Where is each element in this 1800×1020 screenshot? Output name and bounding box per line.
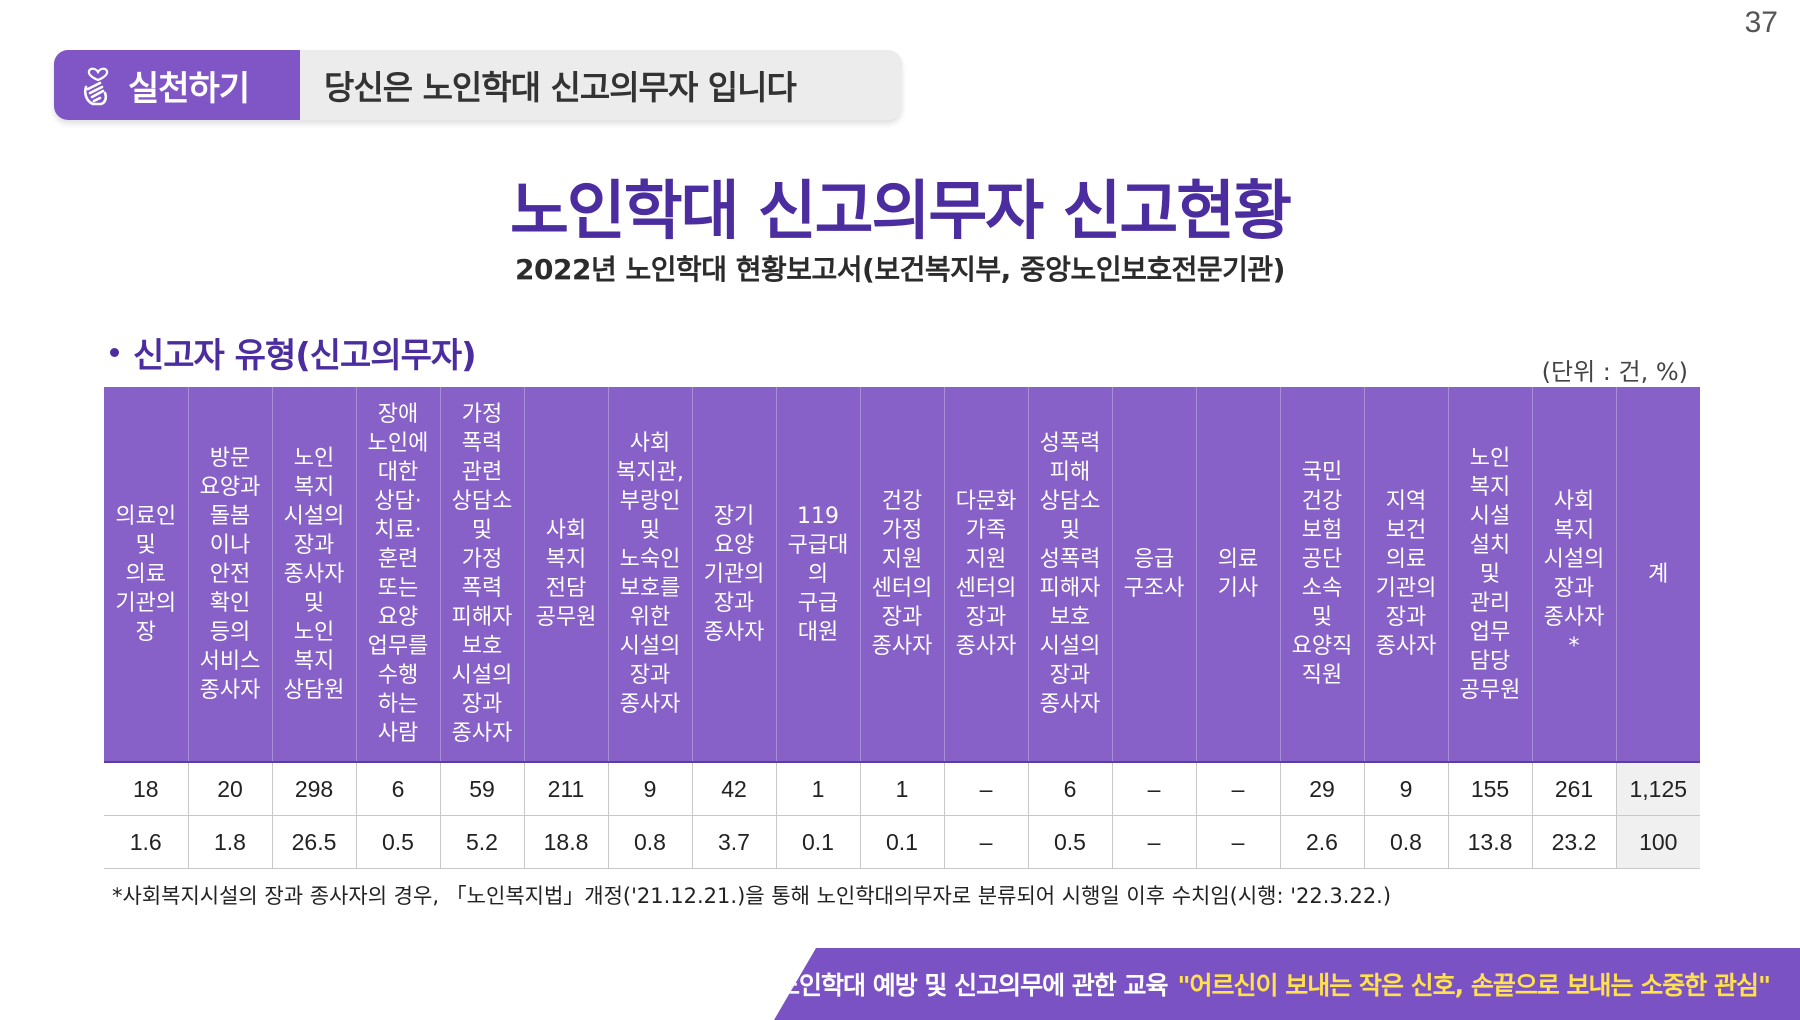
- count-cell: –: [1195, 761, 1281, 816]
- footer-banner: 노인학대 예방 및 신고의무에 관한 교육 "어르신이 보내는 작은 신호, 손…: [774, 948, 1800, 1020]
- count-cell: –: [1111, 761, 1197, 816]
- column-header: 다문화 가족 지원 센터의 장과 종사자: [943, 387, 1029, 762]
- percent-cell: 2.6: [1279, 815, 1365, 869]
- percent-cell: 13.8: [1447, 815, 1533, 869]
- count-cell: 59: [439, 761, 525, 816]
- percent-cell: 26.5: [271, 815, 357, 869]
- percent-cell: –: [1195, 815, 1281, 869]
- column-header: 지역 보건 의료 기관의 장과 종사자: [1363, 387, 1449, 762]
- count-cell: 1: [859, 761, 945, 816]
- count-cell: 155: [1447, 761, 1533, 816]
- count-cell: 9: [607, 761, 693, 816]
- count-cell: 29: [1279, 761, 1365, 816]
- count-cell: 298: [271, 761, 357, 816]
- heart-hand-icon: [76, 63, 120, 107]
- percent-cell: 23.2: [1531, 815, 1617, 869]
- column-header: 의료 기사: [1195, 387, 1281, 762]
- column-header: 사회 복지관, 부랑인 및 노숙인 보호를 위한 시설의 장과 종사자: [607, 387, 693, 762]
- footnote: *사회복지시설의 장과 종사자의 경우, 「노인복지법」개정('21.12.21…: [112, 884, 1392, 908]
- header-text: 당신은 노인학대 신고의무자 입니다: [324, 68, 797, 107]
- column-header: 장애 노인에 대한 상담· 치료· 훈련 또는 요양 업무를 수행 하는 사람: [355, 387, 441, 762]
- count-cell: 1: [775, 761, 861, 816]
- column-header: 사회 복지 전담 공무원: [523, 387, 609, 762]
- unit-note: (단위 : 건, %): [1541, 358, 1688, 386]
- count-cell: 20: [187, 761, 273, 816]
- page-title: 노인학대 신고의무자 신고현황: [509, 175, 1292, 249]
- footer-main-text: 노인학대 예방 및 신고의무에 관한 교육: [776, 971, 1169, 1000]
- percent-cell: 18.8: [523, 815, 609, 869]
- bullet-dot: [110, 348, 119, 357]
- percent-cell: –: [1111, 815, 1197, 869]
- percent-cell: 0.8: [607, 815, 693, 869]
- section-header: 실천하기 당신은 노인학대 신고의무자 입니다: [54, 50, 902, 120]
- reporter-type-table: 의료인 및 의료 기관의 장 방문 요양과 돌봄 이나 안전 확인 등의 서비스 …: [104, 387, 1700, 869]
- column-header: 119 구급대 의 구급 대원: [775, 387, 861, 762]
- footer-quote: "어르신이 보내는 작은 신호, 손끝으로 보내는 소중한 관심": [1177, 971, 1771, 1000]
- count-cell: 1,125: [1615, 761, 1700, 816]
- percent-cell: 5.2: [439, 815, 525, 869]
- table-row-percents: 1.6 1.8 26.5 0.5 5.2 18.8 0.8 3.7 0.1 0.1–0.5– –2.…: [104, 815, 1700, 869]
- column-header: 의료인 및 의료 기관의 장: [104, 387, 189, 762]
- column-header: 성폭력 피해 상담소 및 성폭력 피해자 보호 시설의 장과 종사자: [1027, 387, 1113, 762]
- percent-cell: –: [943, 815, 1029, 869]
- column-header: 계: [1615, 387, 1700, 762]
- section-heading-text: 신고자 유형(신고의무자): [133, 336, 477, 376]
- percent-cell: 100: [1615, 815, 1700, 869]
- count-cell: –: [943, 761, 1029, 816]
- practice-badge: 실천하기: [54, 50, 300, 120]
- column-header: 응급 구조사: [1111, 387, 1197, 762]
- count-cell: 211: [523, 761, 609, 816]
- percent-cell: 3.7: [691, 815, 777, 869]
- badge-label: 실천하기: [128, 68, 250, 109]
- count-cell: 42: [691, 761, 777, 816]
- column-header: 노인 복지 시설 설치 및 관리 업무 담당 공무원: [1447, 387, 1533, 762]
- source-line: 2022년 노인학대 현황보고서(보건복지부, 중앙노인보호전문기관): [515, 253, 1285, 286]
- count-cell: 18: [104, 761, 189, 816]
- table-header-row: 의료인 및 의료 기관의 장 방문 요양과 돌봄 이나 안전 확인 등의 서비스 …: [104, 387, 1700, 762]
- count-cell: 9: [1363, 761, 1449, 816]
- column-header: 건강 가정 지원 센터의 장과 종사자: [859, 387, 945, 762]
- column-header: 노인 복지 시설의 장과 종사자 및 노인 복지 상담원: [271, 387, 357, 762]
- column-header: 장기 요양 기관의 장과 종사자: [691, 387, 777, 762]
- count-cell: 261: [1531, 761, 1617, 816]
- table-row-counts: 18 20 298 6 59 211 9 42 1 1–6– –29 9 155 261 1,125: [104, 761, 1700, 816]
- section-heading: 신고자 유형(신고의무자): [110, 328, 477, 377]
- percent-cell: 1.8: [187, 815, 273, 869]
- column-header: 국민 건강 보험 공단 소속 및 요양직 직원: [1279, 387, 1365, 762]
- column-header: 방문 요양과 돌봄 이나 안전 확인 등의 서비스 종사자: [187, 387, 273, 762]
- count-cell: 6: [355, 761, 441, 816]
- page-number: 37: [1744, 6, 1778, 39]
- count-cell: 6: [1027, 761, 1113, 816]
- percent-cell: 0.1: [859, 815, 945, 869]
- percent-cell: 0.5: [1027, 815, 1113, 869]
- percent-cell: 1.6: [104, 815, 189, 869]
- column-header: 사회 복지 시설의 장과 종사자 *: [1531, 387, 1617, 762]
- percent-cell: 0.5: [355, 815, 441, 869]
- percent-cell: 0.8: [1363, 815, 1449, 869]
- column-header: 가정 폭력 관련 상담소 및 가정 폭력 피해자 보호 시설의 장과 종사자: [439, 387, 525, 762]
- percent-cell: 0.1: [775, 815, 861, 869]
